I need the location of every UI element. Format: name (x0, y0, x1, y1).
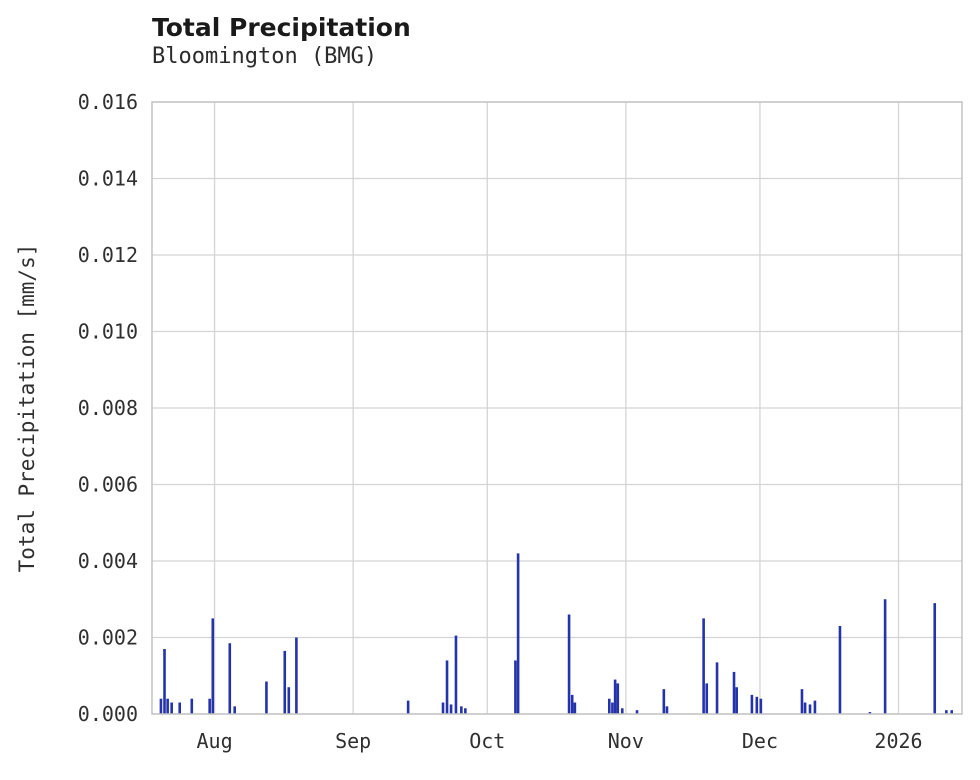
x-tick-label: Dec (742, 729, 778, 753)
y-tick-label: 0.010 (78, 320, 138, 344)
y-tick-label: 0.002 (78, 626, 138, 650)
y-tick-label: 0.012 (78, 243, 138, 267)
y-tick-label: 0.014 (78, 167, 138, 191)
plot-border (151, 101, 963, 715)
y-tick-label: 0.004 (78, 549, 138, 573)
y-tick-label: 0.006 (78, 473, 138, 497)
y-tick-label: 0.016 (78, 90, 138, 114)
title-block: Total Precipitation Bloomington (BMG) (152, 13, 411, 71)
chart-subtitle: Bloomington (BMG) (152, 43, 378, 69)
x-tick-label: Oct (469, 729, 505, 753)
x-tick-label: Sep (335, 729, 371, 753)
x-tick-label: Nov (608, 729, 644, 753)
precipitation-chart: 0.000 0.002 0.004 0.006 0.008 0.010 0.012 0.014… (15, 90, 963, 753)
y-axis-label: Total Precipitation [mm/s] (15, 244, 39, 573)
x-tick-label: Aug (197, 729, 233, 753)
x-tick-label: 2026 (874, 729, 922, 753)
y-tick-label: 0.000 (78, 702, 138, 726)
chart-title: Total Precipitation (152, 13, 411, 42)
y-tick-label: 0.008 (78, 396, 138, 420)
